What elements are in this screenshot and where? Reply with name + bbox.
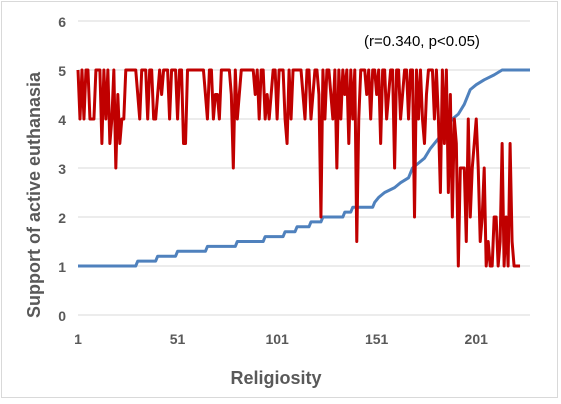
y-tick-label: 4 (58, 112, 66, 128)
series-lines (76, 68, 530, 268)
y-tick-label: 0 (58, 308, 66, 324)
y-tick-label: 5 (58, 63, 66, 79)
y-tick-label: 2 (58, 210, 66, 226)
series-line-2 (76, 68, 521, 268)
x-tick-label: 51 (170, 331, 186, 347)
y-tick-label: 6 (58, 14, 66, 30)
series-line-1 (78, 68, 530, 268)
x-tick-label: 1 (74, 331, 82, 347)
x-tick-label: 201 (465, 331, 489, 347)
y-tick-label: 1 (58, 259, 66, 275)
y-axis-ticks: 0 1 2 3 4 5 6 (58, 14, 66, 324)
y-tick-label: 3 (58, 161, 66, 177)
y-axis-title: Support of active euthanasia (24, 71, 44, 318)
x-axis-ticks: 1 51 101 151 201 (74, 331, 488, 347)
chart-annotation: (r=0.340, p<0.05) (364, 33, 480, 50)
x-axis-title: Religiosity (230, 368, 321, 388)
x-tick-label: 151 (365, 331, 389, 347)
x-tick-label: 101 (265, 331, 289, 347)
